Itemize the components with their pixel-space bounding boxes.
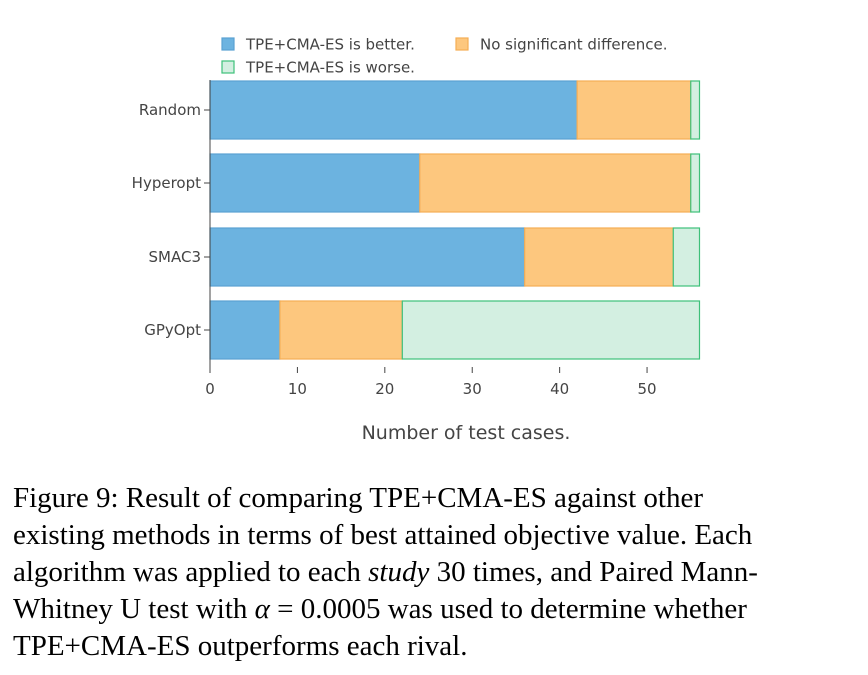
y-tick-label: GPyOpt <box>144 321 201 339</box>
bar-random-series-1 <box>209 80 578 140</box>
x-tick-label: 50 <box>638 380 657 398</box>
bar-hyperopt-series-2 <box>419 153 692 213</box>
legend-label-2: No significant difference. <box>480 36 667 54</box>
bar-smac3-series-3 <box>672 227 701 287</box>
caption-text: = 0.0005 was used to determine whether <box>269 593 747 625</box>
figure-caption: Figure 9: Result of comparing TPE+CMA-ES… <box>13 480 858 665</box>
bar-gpyopt-series-1 <box>209 300 281 360</box>
x-tick-label: 10 <box>288 380 307 398</box>
caption-italic-study: study <box>368 556 430 588</box>
caption-text: algorithm was applied to each <box>13 556 369 588</box>
caption-alpha-symbol: α <box>254 593 270 625</box>
legend-swatch-3 <box>221 60 235 74</box>
y-tick-label: Random <box>139 101 201 119</box>
y-axis: Random Hyperopt SMAC3 GPyOpt <box>132 80 211 367</box>
x-tick-label: 40 <box>550 380 569 398</box>
x-axis: 0 10 20 30 40 50 <box>205 367 657 398</box>
legend-swatch-2 <box>455 37 469 51</box>
bar-smac3-series-1 <box>209 227 526 287</box>
caption-line-5: TPE+CMA-ES outperforms each rival. <box>13 630 468 662</box>
bar-smac3-series-2 <box>524 227 674 287</box>
bar-gpyopt-series-3 <box>401 300 701 360</box>
y-tick-label: SMAC3 <box>149 248 201 266</box>
x-tick-label: 20 <box>375 380 394 398</box>
bar-chart: TPE+CMA-ES is better. No significant diff… <box>132 36 701 444</box>
bar-random-series-2 <box>576 80 692 140</box>
x-tick-label: 0 <box>205 380 215 398</box>
legend: TPE+CMA-ES is better. No significant diff… <box>221 36 667 77</box>
x-axis-label: Number of test cases. <box>362 422 571 444</box>
bar-chart-figure: TPE+CMA-ES is better. No significant diff… <box>132 36 701 444</box>
x-tick-label: 30 <box>463 380 482 398</box>
caption-line-1: Figure 9: Result of comparing TPE+CMA-ES… <box>13 482 703 514</box>
bar-gpyopt-series-2 <box>279 300 403 360</box>
caption-text: Whitney U test with <box>13 593 255 625</box>
legend-swatch-1 <box>221 37 235 51</box>
bar-hyperopt-series-1 <box>209 153 421 213</box>
caption-text: 30 times, and Paired Mann- <box>429 556 758 588</box>
bar-hyperopt-series-3 <box>690 153 701 213</box>
caption-line-4: Whitney U test with α = 0.0005 was used … <box>13 591 858 628</box>
bar-random-series-3 <box>690 80 701 140</box>
legend-label-3: TPE+CMA-ES is worse. <box>245 59 415 77</box>
legend-label-1: TPE+CMA-ES is better. <box>245 36 415 54</box>
caption-line-2: existing methods in terms of best attain… <box>13 519 753 551</box>
y-tick-label: Hyperopt <box>132 174 201 192</box>
bars <box>209 80 701 360</box>
caption-line-3: algorithm was applied to each study 30 t… <box>13 554 858 591</box>
